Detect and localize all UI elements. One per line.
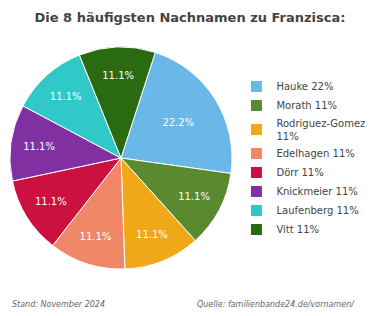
svg-text:Edelhagen 11%: Edelhagen 11% [276,148,354,159]
svg-text:Knickmeier 11%: Knickmeier 11% [276,186,357,197]
svg-text:11.1%: 11.1% [102,70,134,81]
svg-text:Quelle: familienbande24.de/vor: Quelle: familienbande24.de/vornamen/ [197,300,355,309]
svg-text:22.2%: 22.2% [162,117,194,128]
svg-text:Hauke 22%: Hauke 22% [276,81,333,92]
svg-text:Morath 11%: Morath 11% [276,100,337,111]
svg-text:11.1%: 11.1% [136,229,168,240]
svg-text:11.1%: 11.1% [80,231,112,242]
svg-text:Rodriguez-Gomez11%: Rodriguez-Gomez11% [276,118,365,142]
svg-text:11.1%: 11.1% [178,191,210,202]
svg-text:Dörr 11%: Dörr 11% [276,167,323,178]
svg-text:Die 8 häufigsten Nachnamen zu: Die 8 häufigsten Nachnamen zu Franzisca: [35,10,346,25]
svg-text:Stand: November 2024: Stand: November 2024 [12,300,105,309]
svg-text:11.1%: 11.1% [50,91,82,102]
svg-text:11.1%: 11.1% [23,141,55,152]
svg-text:Laufenberg 11%: Laufenberg 11% [276,205,358,216]
svg-text:Vitt 11%: Vitt 11% [276,224,319,235]
svg-text:11.1%: 11.1% [35,196,67,207]
